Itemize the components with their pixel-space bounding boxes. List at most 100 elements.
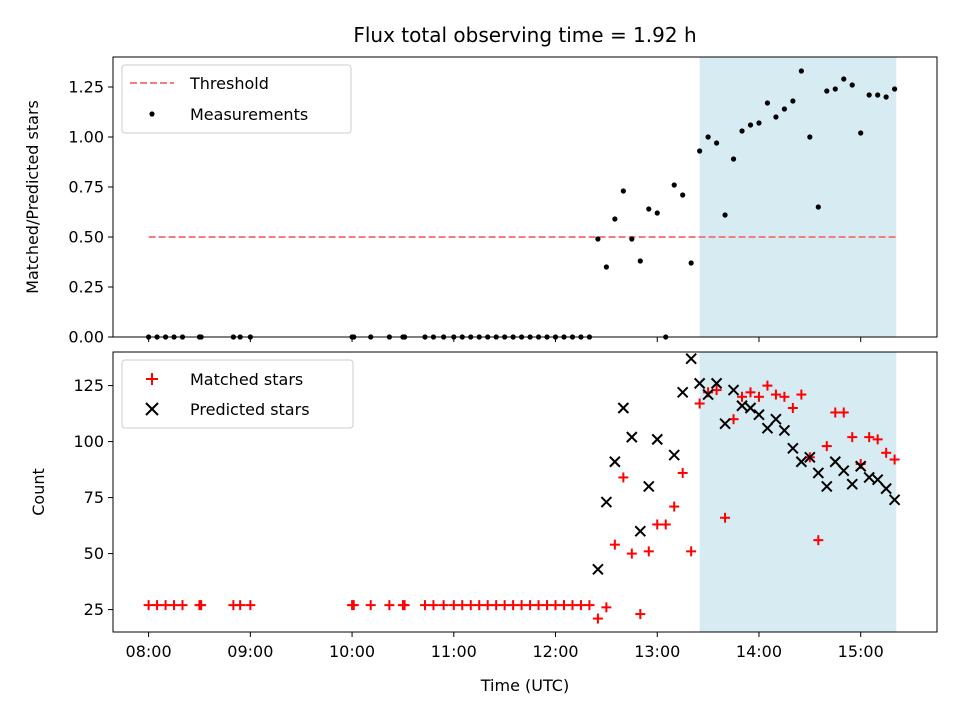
matched-star-point — [601, 602, 612, 613]
predicted-star-point — [829, 456, 841, 468]
predicted-star-point — [626, 431, 638, 443]
matched-star-point — [821, 441, 832, 452]
matched-star-point — [838, 407, 849, 418]
matched-star-point — [584, 600, 595, 611]
matched-star-point — [669, 501, 680, 512]
y-tick-label: 50 — [84, 544, 104, 563]
predicted-star-point — [880, 482, 892, 495]
legend-box-count — [121, 359, 354, 429]
predicted-star-point — [668, 449, 680, 461]
matched-star-point — [245, 600, 256, 611]
legend-label-matched: Matched stars — [190, 370, 303, 389]
matched-star-point — [143, 600, 154, 611]
observing-window-shade — [699, 57, 897, 337]
matched-star-point — [770, 389, 781, 400]
predicted-star-point — [685, 353, 697, 365]
x-tick-label: 15:00 — [838, 642, 884, 661]
matched-star-point — [592, 613, 603, 624]
predicted-star-point — [812, 467, 825, 479]
x-tick-label: 13:00 — [634, 642, 680, 661]
predicted-star-point — [863, 471, 875, 484]
predicted-star-point — [846, 478, 858, 490]
x-tick-label: 10:00 — [329, 642, 375, 661]
measurement-point — [798, 68, 804, 74]
measurement-point — [688, 260, 694, 266]
legend-label-threshold: Threshold — [189, 74, 269, 93]
predicted-star-point — [736, 400, 748, 412]
predicted-star-point — [787, 442, 799, 455]
matched-star-point — [438, 600, 449, 611]
matched-star-point — [365, 600, 376, 611]
x-tick-label: 08:00 — [126, 642, 172, 661]
matched-star-point — [779, 391, 790, 402]
matched-star-point — [787, 403, 798, 413]
measurement-point — [764, 100, 771, 106]
predicted-star-point — [600, 496, 613, 508]
predicted-star-point — [854, 460, 867, 472]
matched-star-point — [550, 600, 561, 611]
predicted-star-point — [795, 456, 808, 468]
matched-star-point — [542, 600, 553, 611]
predicted-star-point — [634, 525, 646, 537]
measurement-point — [756, 120, 762, 126]
predicted-star-point — [693, 377, 706, 390]
predicted-star-point — [753, 409, 765, 421]
y-axis-label-count: Count — [29, 468, 48, 516]
matched-star-point — [720, 512, 731, 523]
measurement-point — [612, 216, 618, 222]
measurement-point — [680, 192, 686, 198]
measurement-point — [883, 94, 889, 100]
matched-star-point — [474, 600, 485, 611]
matched-star-point — [516, 600, 527, 611]
measurement-point — [807, 134, 813, 140]
measurement-point — [722, 212, 728, 218]
measurement-point — [705, 134, 711, 140]
matched-star-point — [558, 600, 569, 611]
measurement-point — [781, 106, 788, 112]
predicted-star-point — [770, 413, 782, 425]
measurement-point — [603, 264, 609, 270]
matched-star-point — [428, 600, 439, 611]
matched-star-point — [609, 539, 620, 550]
measurement-point — [637, 258, 643, 264]
matched-star-point — [643, 546, 654, 557]
measurement-point — [841, 76, 847, 82]
matched-star-point — [177, 600, 188, 611]
predicted-star-point — [727, 384, 740, 396]
measurement-point — [730, 156, 737, 162]
matched-star-point — [813, 535, 824, 546]
x-axis-label: Time (UTC) — [480, 676, 569, 695]
legend-box-ratio — [121, 64, 352, 134]
matched-star-point — [196, 600, 207, 611]
matched-star-point — [872, 434, 883, 445]
matched-star-point — [567, 600, 578, 611]
measurements-legend-marker — [149, 111, 155, 117]
measurement-point — [849, 82, 855, 88]
matched-star-point — [575, 600, 586, 611]
plot-frame-ratio — [112, 56, 938, 338]
matched-star-point — [830, 407, 841, 418]
predicted-star-point — [710, 377, 723, 390]
matched-star-point — [762, 380, 773, 391]
predicted-star-point — [744, 402, 757, 414]
predicted-star-point — [702, 388, 714, 401]
x-tick-label: 12:00 — [532, 642, 578, 661]
legend-label-measurements: Measurements — [190, 105, 308, 124]
measurement-point — [671, 182, 677, 188]
measurement-point — [620, 188, 626, 194]
measurement-point — [824, 88, 830, 94]
y-tick-label: 100 — [73, 432, 104, 451]
legend-count: Matched stars Predicted stars — [121, 359, 354, 429]
predicted-star-point — [643, 480, 655, 493]
matched-star-point — [525, 600, 536, 611]
matched-star-point — [419, 600, 430, 611]
measurement-point — [773, 114, 779, 120]
matched-star-point — [152, 600, 163, 611]
matched-star-point — [864, 432, 875, 443]
predicted-star-point — [676, 386, 689, 399]
matched-star-point — [235, 600, 246, 611]
matched-star-point — [384, 600, 395, 611]
predicted-star-point — [838, 465, 850, 477]
matched-star-point — [737, 391, 748, 402]
